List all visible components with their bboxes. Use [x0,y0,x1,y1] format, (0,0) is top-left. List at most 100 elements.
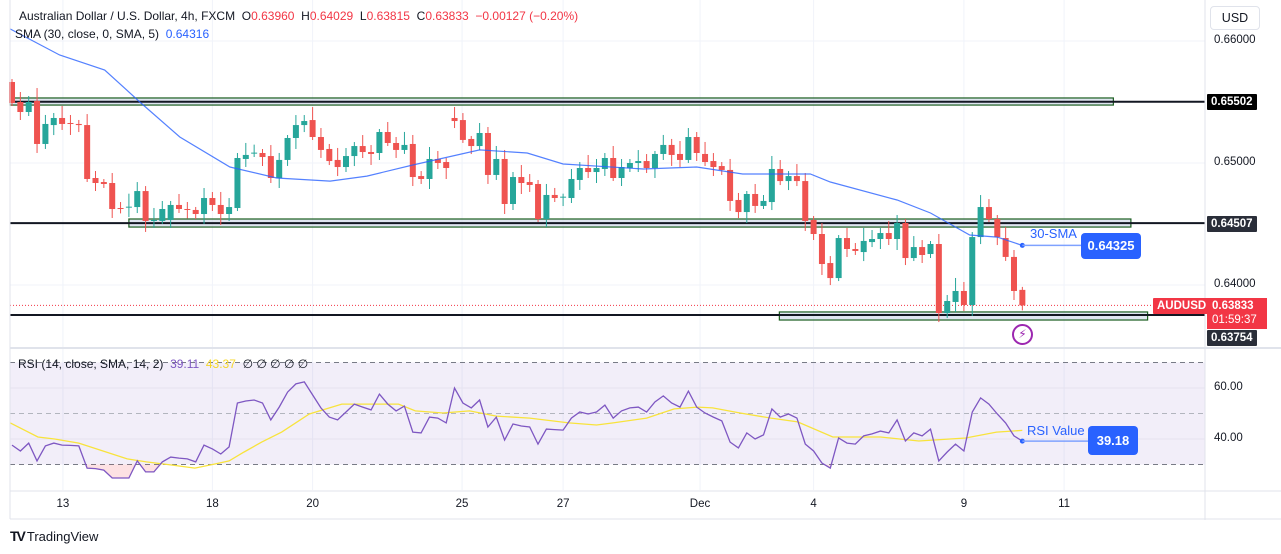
close-value: 0.63833 [425,9,469,23]
candle-down [217,204,224,214]
time-tick: 4 [810,498,817,510]
candle-down [919,247,926,255]
rsi-legend[interactable]: RSI (14, close, SMA, 14, 2) 39.11 43.37 … [18,357,308,371]
candle-down [92,178,99,184]
rsi-callout[interactable]: 39.18 [1088,426,1138,455]
candle-down [100,182,107,184]
candle-down [384,132,391,143]
sma-note[interactable]: 30-SMA [1030,226,1077,241]
candle-up [125,206,132,208]
candle-up [593,168,600,173]
candle-up [568,178,575,199]
candle-down [844,238,850,250]
time-tick: 27 [556,498,570,510]
sma-legend[interactable]: SMA (30, close, 0, SMA, 5) 0.64316 [15,27,209,41]
rsi-sma-value: 43.37 [205,357,236,371]
candle-down [551,194,558,199]
candle-down [368,152,375,154]
candle-down [902,223,909,259]
candle-down [192,209,199,214]
sma-title: SMA (30, close, 0, SMA, 5) [15,27,160,41]
candle-down [793,176,800,182]
low-label: L [359,9,367,23]
candle-down [585,168,592,173]
time-tick: 25 [455,498,469,510]
candle-up [660,144,667,154]
candle-up [226,207,233,214]
pane-frame [9,0,1281,520]
candle-down [1019,289,1026,306]
tradingview-logo[interactable]: TV TradingView [10,528,98,544]
sma-line [10,28,1023,246]
candle-down [1002,238,1009,257]
last-price-tag: 0.63833 01:59:37 [1207,298,1267,329]
candle-up [576,168,583,180]
candle-up [242,154,249,159]
candle-up [618,167,625,179]
sma-callout[interactable]: 0.64325 [1081,233,1141,259]
rsi-tick: 60.00 [1214,381,1243,393]
candle-down [643,161,650,169]
candle-down [677,153,683,160]
level-label-0.64507: 0.64507 [1207,216,1257,232]
candle-up [760,200,767,206]
candle-up [743,193,750,213]
candle-up [952,290,959,302]
candle-up [910,247,917,259]
candle-up [651,153,658,169]
change-value: −0.00127 (−0.20%) [475,9,579,23]
symbol-title: Australian Dollar / U.S. Dollar, 4h, FXC… [19,9,236,23]
symbol-legend: Australian Dollar / U.S. Dollar, 4h, FXC… [19,9,578,23]
candle-up [768,168,775,203]
candle-up [635,161,642,163]
candle-down [184,208,191,210]
candle-down [109,183,116,209]
rsi-sma-line [10,403,1023,469]
time-tick: 18 [205,498,219,510]
indicator-lines [10,28,1085,248]
candle-down [142,191,149,221]
candle-down [117,208,124,210]
candle-down [852,249,859,251]
rsi-pane [10,362,1205,479]
candle-up [343,156,349,168]
open-value: 0.63960 [251,9,295,23]
candles [9,78,1026,323]
candle-down [777,168,784,182]
candle-down [67,122,74,124]
symbol-tag: AUDUSD [1153,298,1211,314]
candle-down [418,176,425,179]
horizontal-levels [10,100,1205,317]
candle-down [818,234,825,265]
candle-up [977,207,984,238]
candle-up [685,137,692,160]
candle-down [1011,256,1017,291]
candle-down [451,117,458,122]
candle-up [510,177,516,204]
candle-up [292,125,299,138]
low-value: 0.63815 [366,9,410,23]
candle-down [209,198,216,205]
candle-down [718,166,725,170]
candle-down [810,219,817,235]
time-tick: 20 [306,498,319,510]
candle-down [176,204,182,209]
candle-down [9,81,15,103]
candle-down [802,181,809,221]
high-value: 0.64029 [309,9,354,23]
lightning-icon[interactable]: ⚡ [1012,324,1033,345]
high-label: H [301,9,310,23]
rsi-note[interactable]: RSI Value [1027,423,1085,438]
candle-up [869,239,876,243]
candle-down [84,125,91,179]
candle-down [501,158,508,204]
candle-up [376,132,383,153]
candle-down [259,152,266,158]
candle-down [326,148,333,162]
currency-button[interactable]: USD [1210,6,1260,30]
candle-down [459,120,466,140]
candle-up [835,238,842,279]
candle-up [42,123,49,144]
candle-down [885,233,892,240]
